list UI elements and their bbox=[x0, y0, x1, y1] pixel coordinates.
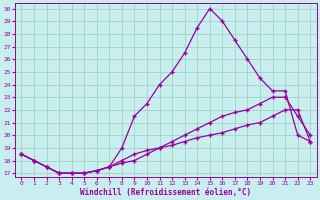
X-axis label: Windchill (Refroidissement éolien,°C): Windchill (Refroidissement éolien,°C) bbox=[80, 188, 252, 197]
